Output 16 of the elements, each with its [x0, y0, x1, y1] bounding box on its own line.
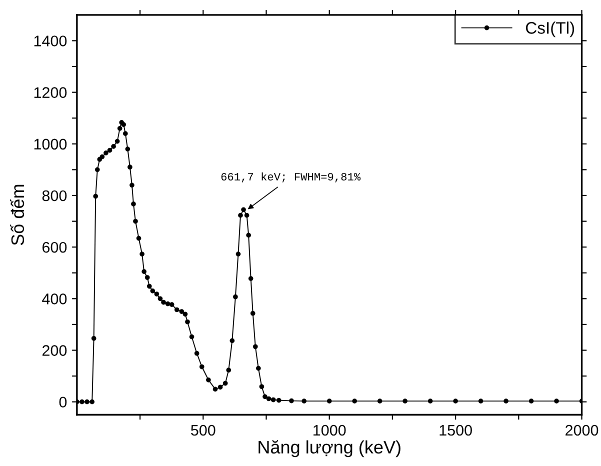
y-tick-label: 1200: [34, 87, 67, 98]
legend-label: CsI(Tl): [526, 22, 574, 38]
x-tick-label: 2000: [566, 424, 598, 436]
annotation: 661,7 keV; FWHM=9,81%: [221, 172, 361, 182]
y-tick-label: 1000: [34, 138, 67, 150]
y-tick-label: 200: [42, 345, 67, 356]
y-tick-label: 0: [59, 396, 67, 408]
y-axis-title: Số đếm: [10, 184, 24, 246]
y-tick-label: 1400: [34, 36, 67, 46]
x-tick-label: 500: [191, 424, 216, 436]
y-tick-label: 600: [42, 242, 67, 253]
x-tick-label: 1000: [314, 424, 346, 436]
y-tick-label: 800: [42, 190, 67, 202]
x-axis-title: Năng lượng (keV): [258, 440, 400, 458]
x-tick-label: 1500: [440, 424, 472, 436]
y-tick-label: 400: [42, 294, 67, 304]
